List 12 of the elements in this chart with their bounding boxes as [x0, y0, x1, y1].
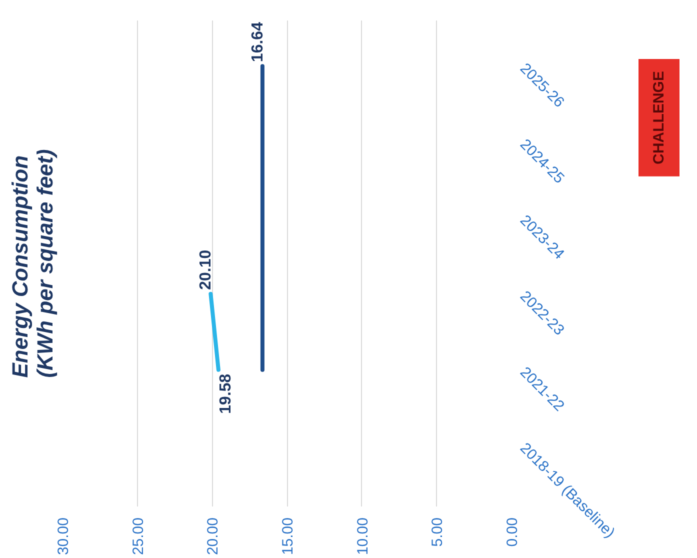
data-label: 19.58 — [217, 374, 234, 414]
x-tick-label: 5.00 — [429, 517, 446, 547]
text: Energy Consumption (KWh per square feet) — [8, 149, 58, 378]
text: CHALLENGE — [650, 71, 668, 164]
x-tick-label: 20.00 — [204, 517, 222, 556]
x-tick-label: 15.00 — [280, 517, 296, 556]
x-tick-label: 30.00 — [55, 517, 72, 556]
data-label: 20.10 — [198, 250, 215, 290]
x-tick-label: 25.00 — [130, 517, 147, 556]
data-label: 16.64 — [249, 22, 266, 62]
x-tick-label: 0.00 — [504, 517, 521, 547]
x-tick-label: 10.00 — [354, 517, 372, 556]
